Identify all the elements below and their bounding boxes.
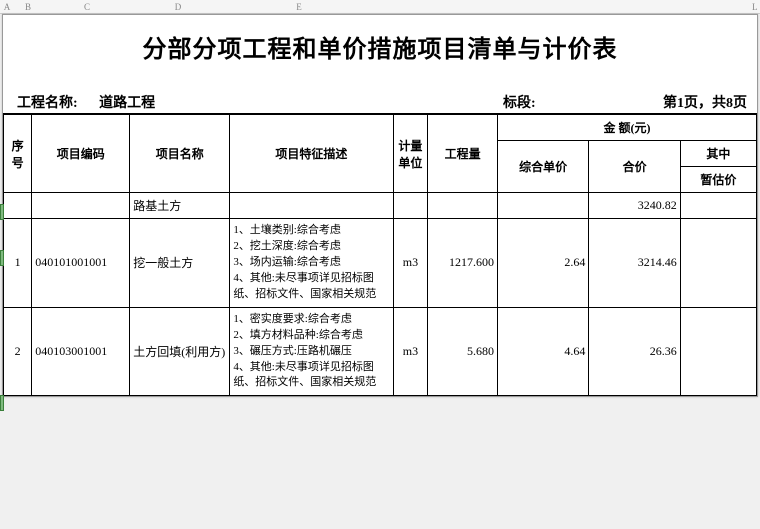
col-letter: D: [132, 2, 224, 12]
th-unit: 计量单位: [393, 115, 428, 193]
cell-provisional[interactable]: [680, 193, 756, 219]
cell-seq[interactable]: [4, 193, 32, 219]
cell-unit-price[interactable]: [497, 193, 588, 219]
th-code: 项目编码: [32, 115, 130, 193]
cell-qty[interactable]: 5.680: [428, 307, 498, 396]
spreadsheet-sheet: 分部分项工程和单价措施项目清单与计价表 工程名称: 道路工程 标段: 第1页，共…: [2, 14, 758, 397]
cell-desc[interactable]: 1、密实度要求:综合考虑2、填方材料品种:综合考虑3、碾压方式:压路机碾压4、其…: [230, 307, 393, 396]
cell-total[interactable]: 26.36: [589, 307, 680, 396]
cell-unit[interactable]: m3: [393, 307, 428, 396]
cell-provisional[interactable]: [680, 219, 756, 308]
th-seq: 序号: [4, 115, 32, 193]
column-letter-bar: ABCDE L: [0, 0, 760, 14]
cell-name[interactable]: 挖一般土方: [130, 219, 230, 308]
pricing-table: 序号 项目编码 项目名称 项目特征描述 计量单位 工程量 金 额(元) 综合单价…: [3, 114, 757, 396]
cell-code[interactable]: 040103001001: [32, 307, 130, 396]
col-letter: E: [224, 2, 374, 12]
row-selection-marker: [0, 250, 4, 266]
row-selection-marker: [0, 395, 4, 411]
project-label: 工程名称:: [17, 96, 78, 111]
cell-qty[interactable]: 1217.600: [428, 219, 498, 308]
meta-row: 工程名称: 道路工程 标段: 第1页，共8页: [3, 90, 757, 114]
cell-provisional[interactable]: [680, 307, 756, 396]
table-row[interactable]: 路基土方 3240.82: [4, 193, 757, 219]
cell-name[interactable]: 路基土方: [130, 193, 230, 219]
cell-desc[interactable]: [230, 193, 393, 219]
col-letter: A: [0, 2, 14, 12]
cell-total[interactable]: 3240.82: [589, 193, 680, 219]
col-letter: L: [752, 2, 756, 12]
cell-qty[interactable]: [428, 193, 498, 219]
th-qty: 工程量: [428, 115, 498, 193]
project-name: 道路工程: [99, 96, 155, 111]
cell-seq[interactable]: 1: [4, 219, 32, 308]
cell-seq[interactable]: 2: [4, 307, 32, 396]
section-label: 标段:: [503, 92, 536, 112]
cell-desc[interactable]: 1、土壤类别:综合考虑2、挖土深度:综合考虑3、场内运输:综合考虑4、其他:未尽…: [230, 219, 393, 308]
cell-unit-price[interactable]: 2.64: [497, 219, 588, 308]
row-selection-marker: [0, 204, 4, 220]
col-letter: C: [42, 2, 132, 12]
table-header: 序号 项目编码 项目名称 项目特征描述 计量单位 工程量 金 额(元) 综合单价…: [4, 115, 757, 193]
th-provisional: 暂估价: [680, 167, 756, 193]
table-body: 路基土方3240.821040101001001挖一般土方1、土壤类别:综合考虑…: [4, 193, 757, 396]
cell-unit[interactable]: [393, 193, 428, 219]
th-sub-group: 其中: [680, 141, 756, 167]
table-row[interactable]: 2040103001001土方回填(利用方)1、密实度要求:综合考虑2、填方材料…: [4, 307, 757, 396]
th-amount-group: 金 额(元): [497, 115, 756, 141]
cell-code[interactable]: [32, 193, 130, 219]
table-row[interactable]: 1040101001001挖一般土方1、土壤类别:综合考虑2、挖土深度:综合考虑…: [4, 219, 757, 308]
cell-unit-price[interactable]: 4.64: [497, 307, 588, 396]
document-title: 分部分项工程和单价措施项目清单与计价表: [3, 15, 757, 90]
col-letter: B: [14, 2, 42, 12]
cell-name[interactable]: 土方回填(利用方): [130, 307, 230, 396]
th-name: 项目名称: [130, 115, 230, 193]
th-desc: 项目特征描述: [230, 115, 393, 193]
page-info: 第1页，共8页: [663, 92, 747, 112]
th-unit-price: 综合单价: [497, 141, 588, 193]
cell-total[interactable]: 3214.46: [589, 219, 680, 308]
cell-code[interactable]: 040101001001: [32, 219, 130, 308]
th-total: 合价: [589, 141, 680, 193]
cell-unit[interactable]: m3: [393, 219, 428, 308]
